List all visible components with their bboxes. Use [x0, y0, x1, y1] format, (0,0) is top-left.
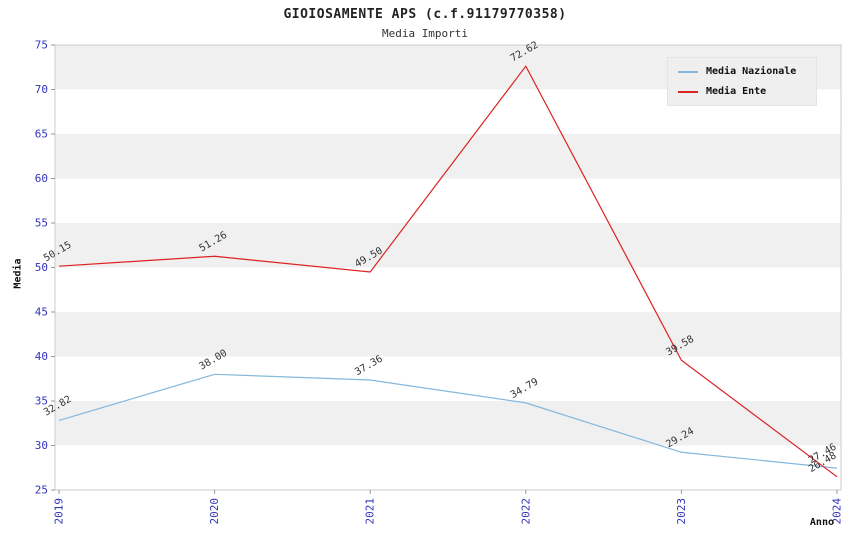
legend-line-sample-nazionale — [678, 70, 698, 73]
y-tick-label: 45 — [35, 306, 48, 319]
y-tick-label: 60 — [35, 172, 48, 185]
y-tick-label: 75 — [35, 39, 48, 52]
plot-band — [55, 178, 841, 223]
x-axis-label: Anno — [809, 517, 834, 528]
plot-band — [55, 223, 841, 268]
y-tick-label: 55 — [35, 217, 48, 230]
y-tick-label: 25 — [35, 484, 48, 497]
y-tick-label: 35 — [35, 395, 48, 408]
chart-title: GIOIOSAMENTE APS (c.f.91179770358) — [283, 7, 567, 22]
x-tick-label: 2023 — [675, 498, 688, 525]
y-tick-label: 40 — [35, 350, 48, 363]
legend-label-nazionale: Media Nazionale — [706, 66, 797, 77]
series-line-media-ente — [58, 65, 838, 478]
chart-subtitle: Media Importi — [381, 27, 469, 40]
plot-band — [55, 445, 841, 490]
chart-legend: Media Nazionale Media Ente — [667, 57, 817, 106]
y-tick-label: 50 — [35, 261, 48, 274]
x-tick-label: 2020 — [208, 498, 221, 525]
plot-band — [55, 312, 841, 357]
x-tick-label: 2021 — [364, 498, 377, 525]
series-line-media-nazionale — [58, 373, 838, 469]
plot-band — [55, 134, 841, 179]
x-tick-label: 2022 — [519, 498, 532, 525]
plot-band — [55, 401, 841, 446]
y-tick-label: 65 — [35, 128, 48, 141]
x-tick-label: 2019 — [53, 498, 66, 525]
y-tick-label: 70 — [35, 83, 48, 96]
y-axis-label: Media — [12, 258, 24, 289]
plot-band — [55, 356, 841, 401]
legend-item-media-ente: Media Ente — [678, 86, 806, 97]
x-tick-label: 2024 — [831, 498, 844, 525]
legend-label-ente: Media Ente — [706, 86, 767, 97]
plot-band — [55, 267, 841, 312]
legend-item-media-nazionale: Media Nazionale — [678, 66, 806, 77]
legend-line-sample-ente — [678, 90, 698, 93]
y-tick-label: 30 — [35, 439, 48, 452]
